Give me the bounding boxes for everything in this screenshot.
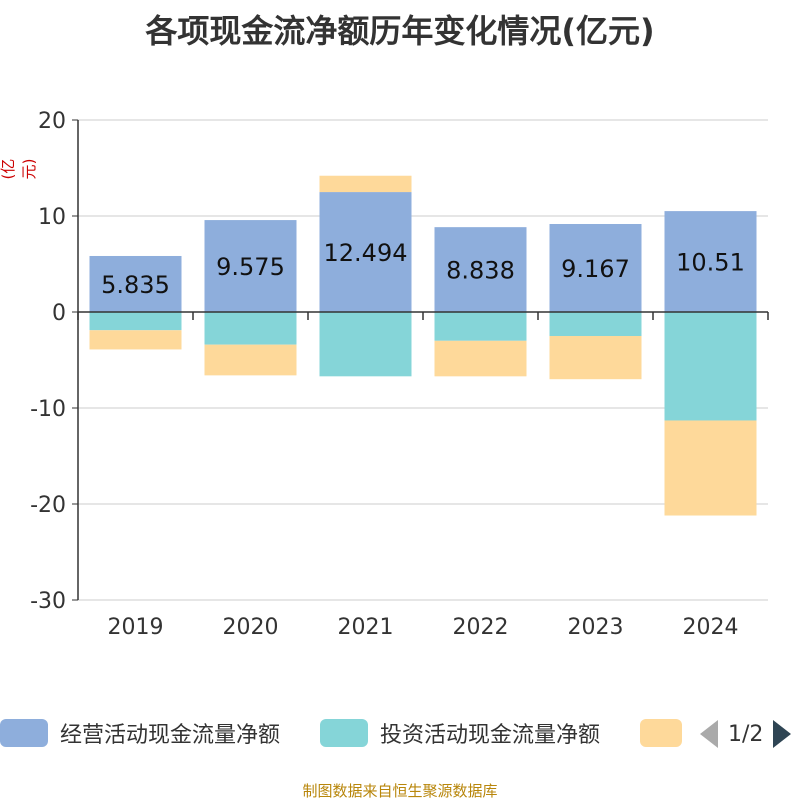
legend-swatch-investing xyxy=(320,719,368,747)
bar-3-2023 xyxy=(549,336,642,380)
chart-title: 各项现金流净额历年变化情况(亿元) xyxy=(145,12,655,50)
legend-item-investing[interactable]: 投资活动现金流量净额 xyxy=(320,717,600,749)
bar-3-2019 xyxy=(89,330,182,350)
y-axis-unit-label: (亿元) xyxy=(0,158,38,180)
x-tick-label: 2022 xyxy=(453,615,509,640)
bar-3-2022 xyxy=(434,340,527,377)
bar-1-2022 xyxy=(434,227,527,312)
x-tick-label: 2019 xyxy=(108,615,164,640)
bar-1-2020 xyxy=(204,220,297,312)
legend-pager: 1/2 xyxy=(700,719,792,749)
data-label-2021: 12.494 xyxy=(324,239,408,267)
bar-1-2024 xyxy=(664,211,757,312)
bar-1-2019 xyxy=(89,255,182,312)
bar-2-2021 xyxy=(319,312,412,377)
data-label-2024: 10.51 xyxy=(676,249,745,277)
x-tick-label: 2021 xyxy=(338,615,394,640)
y-tick-label: 10 xyxy=(38,205,66,230)
bar-2-2022 xyxy=(434,312,527,341)
legend-label-operating: 经营活动现金流量净额 xyxy=(60,723,281,748)
y-tick-label: 0 xyxy=(52,301,66,326)
legend-label-investing: 投资活动现金流量净额 xyxy=(380,723,601,748)
bar-2-2019 xyxy=(89,312,182,331)
bar-3-2020 xyxy=(204,344,297,376)
legend-swatch-operating xyxy=(0,719,48,747)
bar-3-2021 xyxy=(319,175,412,193)
data-label-2019: 5.835 xyxy=(101,271,170,299)
y-tick-label: -10 xyxy=(30,397,66,422)
bar-1-2021 xyxy=(319,192,412,312)
legend-prev-page-icon[interactable] xyxy=(700,720,718,748)
chart-canvas: 20 10 0 -10 -20 -30 5.835 2019 9.575 2020 12.494 20… xyxy=(30,109,769,640)
y-tick-label: -20 xyxy=(30,493,66,518)
data-label-2023: 9.167 xyxy=(561,255,630,283)
y-tick-label: -30 xyxy=(30,589,66,614)
bar-2-2024 xyxy=(664,312,757,421)
y-tick-label: 20 xyxy=(38,109,66,134)
legend-item-operating[interactable]: 经营活动现金流量净额 xyxy=(0,717,280,749)
bar-2-2020 xyxy=(204,312,297,345)
data-label-2022: 8.838 xyxy=(446,257,515,285)
legend-next-page-icon[interactable] xyxy=(773,720,792,748)
legend-swatch-financing xyxy=(640,719,682,747)
legend-item-financing[interactable] xyxy=(640,717,682,749)
bar-3-2024 xyxy=(664,420,757,516)
x-tick-label: 2024 xyxy=(683,615,739,640)
x-tick-label: 2020 xyxy=(223,615,279,640)
legend-page-indicator: 1/2 xyxy=(728,721,764,747)
bar-1-2023 xyxy=(549,223,642,312)
data-label-2020: 9.575 xyxy=(216,253,285,281)
x-tick-label: 2023 xyxy=(568,615,624,640)
data-source-note: 制图数据来自恒生聚源数据库 xyxy=(302,782,498,800)
bar-2-2023 xyxy=(549,312,642,336)
